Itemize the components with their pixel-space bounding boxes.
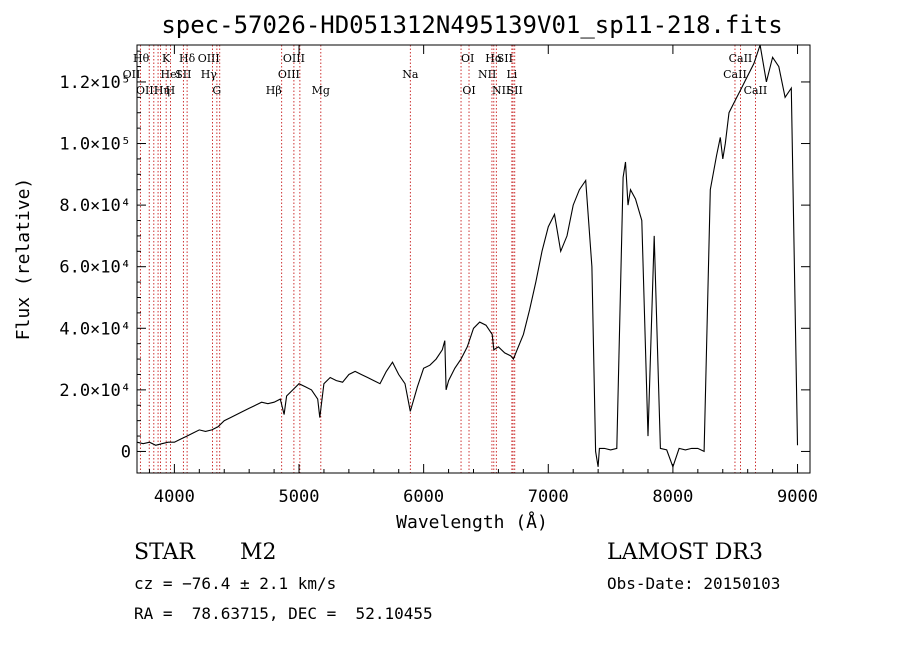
line-label: OII bbox=[123, 68, 141, 81]
y-axis-label: Flux (relative) bbox=[13, 178, 34, 341]
line-label: Li bbox=[506, 68, 517, 81]
y-tick-label: 1.2×10⁵ bbox=[59, 73, 131, 93]
line-label: SII bbox=[497, 52, 513, 65]
object-class: STAR bbox=[134, 540, 195, 565]
line-label: OIII bbox=[283, 52, 305, 65]
y-tick-label: 4.0×10⁴ bbox=[59, 319, 131, 339]
line-label: Hβ bbox=[266, 84, 282, 97]
line-label: OI bbox=[462, 84, 475, 97]
line-label: OI bbox=[461, 52, 474, 65]
line-label: Hγ bbox=[201, 68, 218, 81]
line-label: SII bbox=[175, 68, 191, 81]
x-tick-label: 8000 bbox=[652, 487, 693, 507]
line-label: CaII bbox=[723, 68, 747, 81]
line-label: Mg bbox=[312, 84, 330, 97]
redshift-value: cz = −76.4 ± 2.1 km/s bbox=[134, 574, 337, 593]
coordinates: RA = 78.63715, DEC = 52.10455 bbox=[134, 604, 433, 623]
spectrum-line bbox=[136, 44, 799, 469]
line-label: OIII bbox=[136, 84, 158, 97]
x-tick-label: 7000 bbox=[528, 487, 569, 507]
x-tick-label: 9000 bbox=[777, 487, 818, 507]
line-label: Na bbox=[402, 68, 419, 81]
line-label: G bbox=[212, 84, 221, 97]
survey-name: LAMOST DR3 bbox=[607, 540, 763, 565]
line-label: Hδ bbox=[179, 52, 196, 65]
line-label: K bbox=[162, 52, 171, 65]
line-label: CaII bbox=[729, 52, 753, 65]
line-label: HeI bbox=[161, 68, 181, 81]
line-label: Hα bbox=[485, 52, 503, 65]
y-axis: 0 2.0×10⁴ 4.0×10⁴ 6.0×10⁴ 8.0×10⁴ 1.0×10⁵ 1.2×… bbox=[59, 50, 810, 462]
chart-title: spec-57026-HD051312N495139V01_sp11-218.f… bbox=[161, 11, 782, 39]
y-tick-label: 1.0×10⁵ bbox=[59, 135, 131, 155]
x-tick-label: 5000 bbox=[279, 487, 320, 507]
spectral-line-markers bbox=[139, 45, 756, 473]
object-subclass: M2 bbox=[240, 540, 277, 565]
line-label: NII bbox=[478, 68, 496, 81]
x-tick-label: 6000 bbox=[403, 487, 444, 507]
line-label: OIII bbox=[278, 68, 300, 81]
line-label: H bbox=[166, 84, 176, 97]
x-tick-label: 4000 bbox=[154, 487, 195, 507]
y-tick-label: 8.0×10⁴ bbox=[59, 196, 131, 216]
x-axis: 4000 5000 6000 7000 8000 9000 bbox=[148, 45, 818, 507]
line-label: OIII bbox=[198, 52, 220, 65]
line-label: SII bbox=[507, 84, 523, 97]
observation-date: Obs-Date: 20150103 bbox=[607, 574, 781, 593]
y-tick-label: 0 bbox=[121, 442, 131, 462]
line-label: Hθ bbox=[133, 52, 150, 65]
line-label: Hη bbox=[154, 84, 170, 97]
y-tick-label: 6.0×10⁴ bbox=[59, 258, 131, 278]
y-tick-label: 2.0×10⁴ bbox=[59, 381, 131, 401]
line-label: CaII bbox=[744, 84, 768, 97]
line-label: NII bbox=[492, 84, 510, 97]
x-axis-label: Wavelength (Å) bbox=[396, 511, 548, 533]
